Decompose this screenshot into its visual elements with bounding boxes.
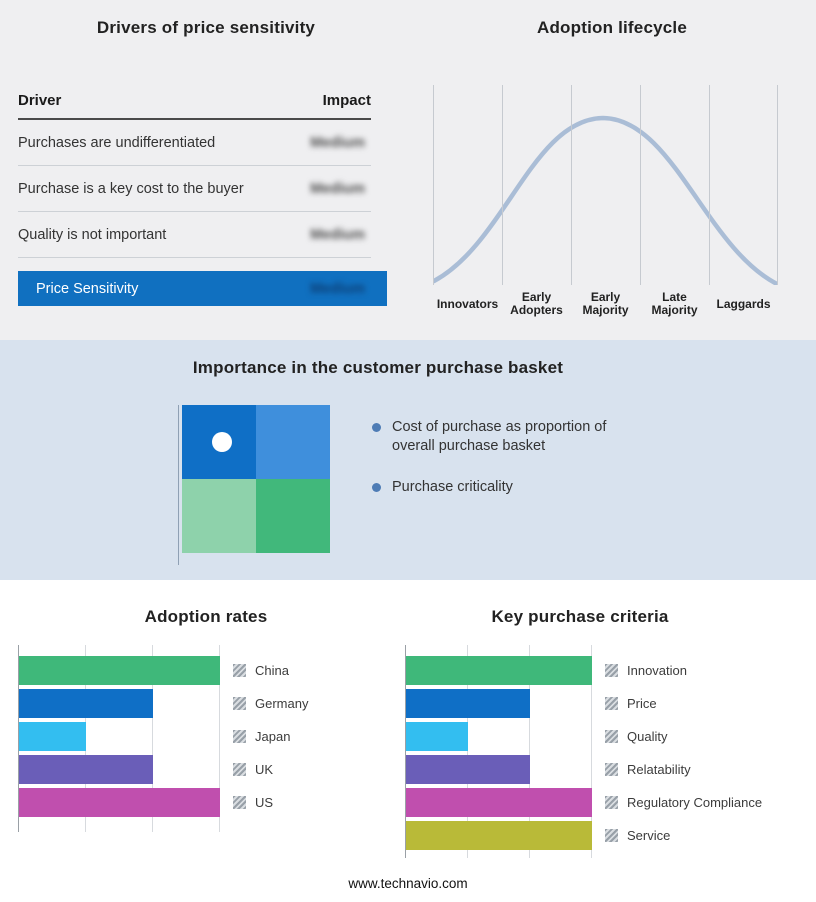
price-sensitivity-highlight-row: Price Sensitivity Medium xyxy=(18,271,387,306)
gridline xyxy=(591,645,592,858)
bullet-text: Purchase criticality xyxy=(392,479,513,495)
purchase-basket-section xyxy=(0,340,816,580)
table-row: Purchases are undifferentiated Medium xyxy=(18,120,371,166)
impact-cell-blurred: Medium xyxy=(310,180,365,197)
stage-label-early-majority: Early Majority xyxy=(582,290,629,317)
legend-swatch-icon xyxy=(605,697,618,710)
bar-service xyxy=(406,821,592,850)
bar-china xyxy=(19,656,220,685)
impact-column-header: Impact xyxy=(322,92,371,109)
gridline xyxy=(709,85,710,285)
basket-bullets: Cost of purchase as proportion of overal… xyxy=(372,418,652,519)
y-axis xyxy=(405,645,406,858)
legend-item-innovation: Innovation xyxy=(605,663,687,678)
legend-swatch-icon xyxy=(233,697,246,710)
legend-swatch-icon xyxy=(605,829,618,842)
lifecycle-panel-title: Adoption lifecycle xyxy=(536,18,687,37)
bar-regulatory-compliance xyxy=(406,788,592,817)
stage-label-laggards: Laggards xyxy=(716,296,771,311)
gridline xyxy=(571,85,572,285)
gridline xyxy=(152,645,153,832)
bar-uk xyxy=(19,755,153,784)
legend-swatch-icon xyxy=(605,796,618,809)
lifecycle-curve-svg xyxy=(431,115,780,287)
legend-swatch-icon xyxy=(605,730,618,743)
gridline xyxy=(502,85,503,285)
adoption-rates-title: Adoption rates xyxy=(144,607,268,626)
stage-label-innovators: Innovators xyxy=(436,296,499,311)
legend-swatch-icon xyxy=(233,730,246,743)
gridline xyxy=(467,645,468,858)
bullet-icon xyxy=(372,483,381,492)
quadrant-top-right xyxy=(256,405,330,479)
price-sensitivity-impact-blurred: Medium xyxy=(310,280,365,297)
bar-relatability xyxy=(406,755,530,784)
table-row: Purchase is a key cost to the buyer Medi… xyxy=(18,166,371,212)
legend-item-service: Service xyxy=(605,828,670,843)
bar-germany xyxy=(19,689,153,718)
legend-item-us: US xyxy=(233,795,273,810)
bar-quality xyxy=(406,722,468,751)
drivers-table-header: Driver Impact xyxy=(18,92,371,120)
lifecycle-curve xyxy=(431,115,780,287)
legend-item-price: Price xyxy=(605,696,657,711)
legend-swatch-icon xyxy=(233,763,246,776)
quadrant-graphic xyxy=(182,405,330,553)
technavio-link[interactable]: www.technavio.com xyxy=(348,876,468,891)
footer: www.technavio.com xyxy=(0,876,816,891)
driver-cell: Purchase is a key cost to the buyer xyxy=(18,180,244,197)
bullet-item: Purchase criticality xyxy=(372,478,652,497)
legend-swatch-icon xyxy=(605,664,618,677)
legend-item-regulatory-compliance: Regulatory Compliance xyxy=(605,795,762,810)
quadrant-bottom-left xyxy=(182,479,256,553)
quadrant-marker-dot xyxy=(212,432,232,452)
basket-panel-title: Importance in the customer purchase bask… xyxy=(192,358,564,377)
bar-innovation xyxy=(406,656,592,685)
driver-column-header: Driver xyxy=(18,92,62,109)
bullet-item: Cost of purchase as proportion of overal… xyxy=(372,418,652,456)
legend-item-uk: UK xyxy=(233,762,273,777)
legend-item-relatability: Relatability xyxy=(605,762,691,777)
lifecycle-chart xyxy=(431,85,780,287)
legend-swatch-icon xyxy=(233,664,246,677)
gridline xyxy=(529,645,530,858)
stage-label-early-adopters: Early Adopters xyxy=(510,290,563,317)
legend-item-china: China xyxy=(233,663,289,678)
legend-item-quality: Quality xyxy=(605,729,667,744)
bar-us xyxy=(19,788,220,817)
legend-swatch-icon xyxy=(233,796,246,809)
bar-price xyxy=(406,689,530,718)
quadrant-bottom-right xyxy=(256,479,330,553)
legend-item-germany: Germany xyxy=(233,696,308,711)
y-axis xyxy=(18,645,19,832)
stage-label-late-majority: Late Majority xyxy=(651,290,698,317)
lifecycle-stage-labels: Innovators Early Adopters Early Majority… xyxy=(433,288,778,320)
bullet-text: Cost of purchase as proportion of overal… xyxy=(392,419,607,454)
gridline xyxy=(433,85,434,285)
legend-item-japan: Japan xyxy=(233,729,290,744)
drivers-panel-title: Drivers of price sensitivity xyxy=(96,18,316,37)
bullet-icon xyxy=(372,423,381,432)
gridline xyxy=(640,85,641,285)
bar-japan xyxy=(19,722,86,751)
quadrant-axis-line xyxy=(178,405,179,565)
impact-cell-blurred: Medium xyxy=(310,226,365,243)
drivers-table: Driver Impact Purchases are undifferenti… xyxy=(18,92,371,258)
legend-swatch-icon xyxy=(605,763,618,776)
impact-cell-blurred: Medium xyxy=(310,134,365,151)
table-row: Quality is not important Medium xyxy=(18,212,371,258)
price-sensitivity-label: Price Sensitivity xyxy=(36,280,139,297)
driver-cell: Purchases are undifferentiated xyxy=(18,134,216,151)
key-purchase-criteria-title: Key purchase criteria xyxy=(491,607,669,626)
gridline xyxy=(777,85,778,285)
gridline xyxy=(219,645,220,832)
driver-cell: Quality is not important xyxy=(18,226,167,243)
